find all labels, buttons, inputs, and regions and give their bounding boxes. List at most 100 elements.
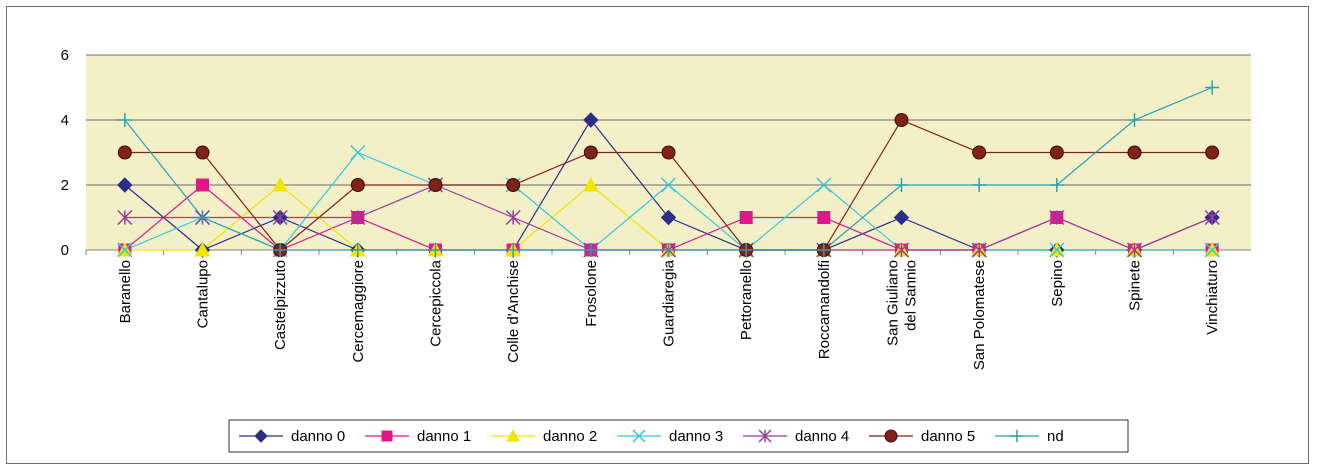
category-label-line: Vinchiaturo [1204, 260, 1221, 335]
category-label-line: Cantalupo [195, 260, 212, 328]
data-point-danno-5 [972, 145, 987, 160]
category-label: Baranello [117, 260, 134, 323]
category-label-line: Frosolone [583, 260, 600, 327]
data-point-danno-3 [350, 144, 366, 161]
data-point-nd [1127, 113, 1142, 127]
data-point-danno-1 [196, 178, 209, 192]
category-label: Roccamandolfi [816, 260, 833, 359]
data-point-danno-1 [739, 211, 753, 224]
data-point-danno-5 [117, 145, 132, 160]
category-label-line: Baranello [117, 260, 134, 323]
legend-label: danno 0 [291, 428, 345, 445]
legend-item-nd: nd [995, 428, 1064, 445]
legend-swatch-marker [254, 429, 268, 443]
data-point-danno-2 [582, 176, 599, 192]
legend-label: danno 2 [543, 428, 597, 445]
data-point-nd [1049, 178, 1064, 192]
legend-swatch-marker [1011, 430, 1023, 442]
data-point-danno-5 [661, 145, 676, 160]
category-label-line: San Giuliano [885, 260, 902, 346]
category-label-line: Sepino [1049, 260, 1066, 307]
data-point-danno-4 [1126, 242, 1143, 258]
y-axis-ticks: 0 2 4 6 [61, 47, 69, 259]
series-markers [116, 80, 1221, 258]
legend-label: danno 1 [417, 428, 471, 445]
category-label: Cercepiccola [428, 259, 445, 346]
category-label-line: Spinete [1127, 260, 1144, 311]
x-axis-labels: Baranello Cantalupo Castelpizzuto Cercemagg… [85, 250, 1221, 370]
legend-item-danno-0: danno 0 [239, 428, 345, 445]
legend-item-danno-2: danno 2 [491, 428, 597, 445]
legend: danno 0 danno 1 danno 2 danno 3 danno 4 danno… [239, 428, 1064, 445]
data-point-danno-3 [660, 177, 677, 193]
data-point-danno-3 [1204, 242, 1220, 258]
data-point-nd [428, 243, 443, 257]
category-label-line: Castelpizzuto [272, 260, 289, 350]
category-label: Spinete [1127, 260, 1144, 311]
data-point-danno-3 [117, 242, 133, 258]
legend-swatch-marker [884, 429, 898, 443]
legend-item-danno-1: danno 1 [365, 428, 471, 445]
category-label-line: del Sannio [903, 260, 920, 331]
category-label: Guardiaregia [661, 259, 678, 346]
data-point-danno-5 [506, 178, 521, 192]
line-chart: 0 2 4 6 Baranello Cantalupo Castelpizzuto Cerc… [61, 47, 1251, 453]
category-label-line: Cercepiccola [428, 259, 445, 346]
category-label: Castelpizzuto [272, 260, 289, 350]
legend-label: danno 5 [921, 428, 975, 445]
data-point-danno-2 [194, 241, 211, 257]
legend-label: nd [1047, 428, 1064, 445]
data-point-nd [972, 178, 987, 192]
data-point-danno-1 [817, 211, 831, 224]
category-label: Sepino [1049, 260, 1066, 307]
category-label: Cantalupo [195, 260, 212, 328]
data-point-danno-0 [117, 177, 133, 193]
data-point-nd [1205, 80, 1220, 95]
y-tick-label: 2 [61, 177, 69, 194]
data-point-danno-4 [1049, 209, 1065, 226]
category-label-line: Roccamandolfi [816, 260, 833, 359]
data-point-nd [350, 243, 365, 257]
y-tick-label: 6 [61, 47, 69, 64]
data-point-danno-0 [660, 209, 677, 226]
data-point-nd [739, 243, 754, 257]
data-point-danno-4 [350, 209, 366, 226]
category-label: Cercemaggiore [350, 260, 367, 363]
legend-item-danno-5: danno 5 [869, 428, 975, 445]
category-label: Colle d'Anchise [505, 260, 522, 363]
data-point-danno-4 [1204, 209, 1220, 226]
category-label: Pettoranello [738, 260, 755, 340]
category-label-line: San Polomatese [971, 260, 988, 370]
data-point-danno-5 [350, 178, 365, 192]
legend-swatch-marker [758, 429, 772, 443]
data-point-danno-4 [893, 242, 910, 258]
category-label: San Polomatese [971, 260, 988, 370]
data-point-nd [506, 243, 521, 257]
data-point-nd [117, 113, 132, 127]
legend-label: danno 3 [669, 428, 723, 445]
chart-frame: 0 2 4 6 Baranello Cantalupo Castelpizzuto Cerc… [6, 6, 1309, 464]
data-point-danno-5 [583, 145, 598, 160]
y-tick-label: 4 [61, 112, 69, 129]
category-label: Vinchiaturo [1204, 260, 1221, 335]
data-point-nd [195, 210, 210, 225]
data-point-danno-4 [971, 242, 987, 258]
data-point-danno-5 [1205, 145, 1220, 160]
category-label: San Giuliano del Sannio [885, 260, 920, 346]
data-point-danno-5 [195, 145, 210, 160]
legend-label: danno 4 [795, 428, 849, 445]
category-label-line: Guardiaregia [661, 259, 678, 346]
data-point-nd [583, 243, 598, 257]
data-point-danno-5 [1049, 145, 1064, 160]
data-point-danno-5 [428, 178, 443, 192]
legend-swatch-marker [632, 429, 646, 443]
data-point-danno-4 [272, 209, 288, 226]
legend-item-danno-4: danno 4 [743, 428, 849, 445]
data-point-danno-0 [893, 209, 910, 226]
data-point-danno-4 [505, 209, 521, 226]
data-point-danno-2 [272, 176, 289, 192]
data-point-nd [816, 243, 831, 257]
y-tick-label: 0 [61, 242, 69, 259]
data-point-danno-3 [1049, 242, 1065, 258]
data-point-danno-5 [894, 113, 909, 127]
